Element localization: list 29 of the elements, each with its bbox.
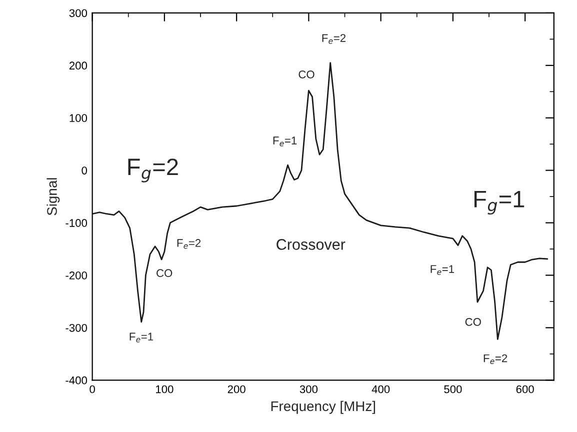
y-tick-label: -400 (66, 376, 88, 384)
annotation: F$_{e}$=1 (430, 265, 454, 275)
x-tick-label: 0 (90, 385, 95, 394)
y-tick-label: 200 (69, 62, 88, 70)
annotation: F$_{e}$=2 (322, 34, 346, 44)
x-tick-label: 400 (372, 385, 390, 394)
annotation: CO (465, 318, 481, 326)
x-tick-label: 200 (228, 385, 246, 394)
x-axis-title: Frequency [MHz] (271, 400, 376, 414)
annotation: CO (298, 70, 314, 78)
x-tick-label: 500 (444, 385, 462, 394)
annotation: F$_{g}$=1 (474, 190, 524, 215)
annotation: Crossover (276, 239, 346, 250)
annotation: CO (156, 269, 172, 278)
annotation: F$_{e}$=2 (177, 239, 201, 249)
y-tick-label: 0 (82, 166, 88, 174)
annotation: F$_{e}$=1 (273, 136, 297, 146)
y-tick-label: -300 (66, 324, 88, 332)
x-tick-label: 100 (156, 385, 174, 394)
x-tick-label: 600 (516, 385, 534, 394)
y-tick-label: -200 (66, 272, 88, 280)
annotation: F$_{g}$=2 (128, 158, 178, 182)
y-axis-title: Signal (46, 178, 60, 216)
y-tick-label: 300 (69, 9, 88, 18)
x-tick-label: 300 (300, 385, 318, 394)
annotation: F$_{e}$=1 (130, 332, 154, 342)
y-tick-label: -100 (66, 219, 88, 227)
y-tick-label: 100 (70, 114, 88, 122)
annotation: F$_{e}$=2 (484, 354, 508, 364)
